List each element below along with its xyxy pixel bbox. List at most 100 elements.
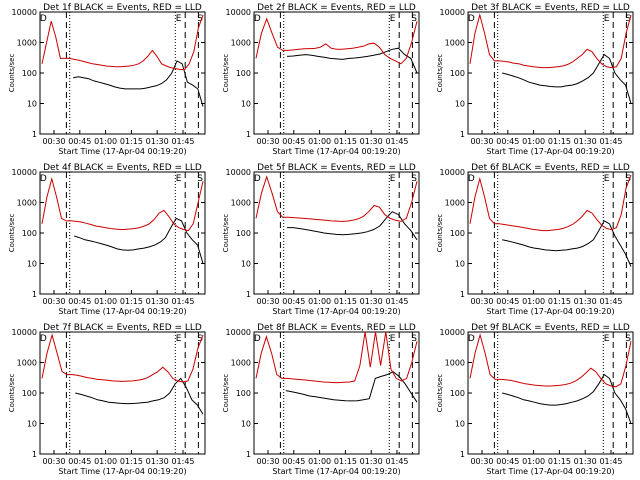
y-tick-label: 10000 <box>12 328 37 337</box>
series-line-lld <box>469 174 632 232</box>
x-tick-label: 00:45 <box>282 457 305 466</box>
x-tick-label: 00:30 <box>256 137 279 146</box>
y-tick-label: 100 <box>22 389 37 398</box>
chart-panel-6: Det 6f BLACK = Events, RED = LLD 1 10 100 10… <box>436 163 634 316</box>
x-tick-label: 01:00 <box>522 137 545 146</box>
x-tick-label: 00:45 <box>68 297 91 306</box>
x-axis-label: Start Time (17-Apr-04 00:19:20) <box>58 467 186 476</box>
series-line-events <box>287 211 418 241</box>
chart-panel-9: Det 9f BLACK = Events, RED = LLD 1 10 100 10… <box>436 323 634 476</box>
y-tick-label: 1 <box>246 290 251 299</box>
x-tick-label: 01:00 <box>522 457 545 466</box>
event-marker-label: D <box>254 174 261 184</box>
x-tick-label: 01:45 <box>385 137 408 146</box>
event-marker-label: E <box>390 14 396 24</box>
x-tick-label: 01:45 <box>599 457 622 466</box>
plot-frame <box>39 11 206 135</box>
event-marker-label: S <box>197 174 203 184</box>
x-tick-label: 01:30 <box>360 457 383 466</box>
y-tick-label: 1000 <box>231 39 251 48</box>
series-line-lld <box>41 176 204 232</box>
y-tick-label: 10000 <box>226 328 251 337</box>
x-axis-label: Start Time (17-Apr-04 00:19:20) <box>486 467 614 476</box>
chart-title: Det 9f BLACK = Events, RED = LLD <box>471 323 630 333</box>
x-tick-label: 00:45 <box>282 137 305 146</box>
x-tick-label: 01:15 <box>548 137 571 146</box>
event-marker-label: D <box>254 334 261 344</box>
y-tick-label: 100 <box>450 389 465 398</box>
x-axis-label: Start Time (17-Apr-04 00:19:20) <box>486 147 614 156</box>
x-tick-label: 01:15 <box>120 457 143 466</box>
y-tick-label: 1000 <box>17 199 37 208</box>
x-tick-label: 01:30 <box>360 297 383 306</box>
y-tick-label: 10000 <box>440 8 465 17</box>
y-tick-label: 1 <box>460 290 465 299</box>
y-tick-label: 1 <box>460 450 465 459</box>
event-marker-label: D <box>40 14 47 24</box>
event-marker-label: E <box>390 334 396 344</box>
chart-title: Det 8f BLACK = Events, RED = LLD <box>257 323 416 333</box>
x-tick-label: 01:30 <box>146 297 169 306</box>
chart-title: Det 1f BLACK = Events, RED = LLD <box>43 3 202 13</box>
series-line-lld <box>255 17 418 65</box>
x-tick-label: 01:00 <box>308 297 331 306</box>
y-tick-label: 10 <box>241 260 251 269</box>
series-line-events <box>73 60 204 107</box>
y-axis-label: Counts/sec <box>8 214 16 253</box>
x-tick-label: 00:45 <box>496 297 519 306</box>
y-tick-label: 100 <box>236 229 251 238</box>
y-tick-label: 10 <box>241 420 251 429</box>
series-line-events <box>285 371 418 403</box>
y-tick-label: 1000 <box>445 39 465 48</box>
x-tick-label: 01:45 <box>385 457 408 466</box>
x-tick-label: 01:30 <box>146 457 169 466</box>
y-axis-label: Counts/sec <box>8 54 16 93</box>
y-tick-label: 10 <box>455 420 465 429</box>
y-tick-label: 100 <box>450 69 465 78</box>
x-tick-label: 00:45 <box>68 137 91 146</box>
chart-title: Det 5f BLACK = Events, RED = LLD <box>257 163 416 173</box>
y-axis-label: Counts/sec <box>222 214 230 253</box>
plot-frame <box>253 11 420 135</box>
x-tick-label: 01:30 <box>574 137 597 146</box>
x-tick-label: 00:30 <box>256 457 279 466</box>
y-tick-label: 1000 <box>445 359 465 368</box>
event-marker-label: S <box>411 14 417 24</box>
event-marker-label: D <box>40 334 47 344</box>
x-tick-label: 00:30 <box>42 297 65 306</box>
series-line-lld <box>255 175 418 222</box>
chart-panel-2: Det 2f BLACK = Events, RED = LLD 1 10 100 10… <box>222 3 420 156</box>
x-tick-label: 01:15 <box>334 297 357 306</box>
x-tick-label: 01:30 <box>574 457 597 466</box>
x-tick-label: 00:30 <box>470 297 493 306</box>
x-tick-label: 00:30 <box>42 137 65 146</box>
x-tick-label: 01:15 <box>334 457 357 466</box>
chart-panel-7: Det 7f BLACK = Events, RED = LLD 1 10 100 10… <box>8 323 206 476</box>
y-tick-label: 1000 <box>231 199 251 208</box>
x-tick-label: 00:45 <box>282 297 305 306</box>
event-marker-label: E <box>604 174 610 184</box>
x-tick-label: 00:45 <box>68 457 91 466</box>
y-tick-label: 1000 <box>17 39 37 48</box>
x-tick-label: 00:30 <box>256 297 279 306</box>
series-line-events <box>74 217 204 264</box>
y-tick-label: 1 <box>246 130 251 139</box>
y-tick-label: 10000 <box>226 168 251 177</box>
series-line-events <box>502 53 632 104</box>
x-tick-label: 01:15 <box>120 137 143 146</box>
series-line-lld <box>469 333 632 388</box>
x-axis-label: Start Time (17-Apr-04 00:19:20) <box>272 467 400 476</box>
x-tick-label: 00:45 <box>496 137 519 146</box>
event-marker-label: E <box>176 334 182 344</box>
x-tick-label: 00:30 <box>42 457 65 466</box>
x-tick-label: 01:30 <box>146 137 169 146</box>
y-tick-label: 1 <box>32 290 37 299</box>
y-tick-label: 10 <box>27 420 37 429</box>
y-tick-label: 1000 <box>445 199 465 208</box>
plot-frame <box>253 331 420 455</box>
x-tick-label: 01:45 <box>385 297 408 306</box>
series-line-lld <box>469 13 632 69</box>
event-marker-label: D <box>40 174 47 184</box>
y-tick-label: 1 <box>460 130 465 139</box>
y-axis-label: Counts/sec <box>8 374 16 413</box>
